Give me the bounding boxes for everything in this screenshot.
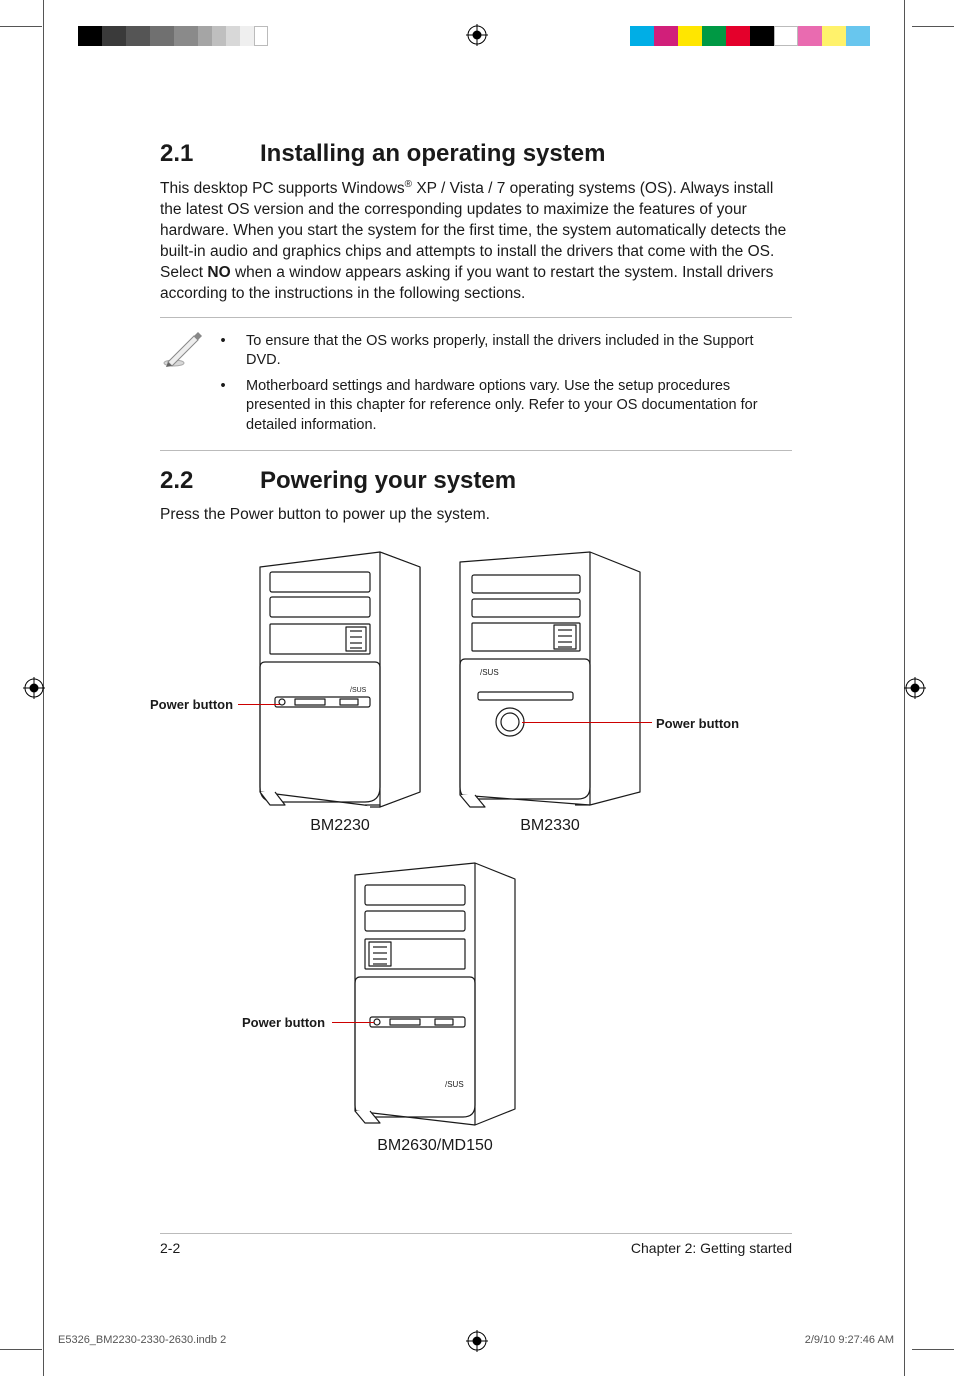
tower-bm2330: /SUS xyxy=(450,547,650,812)
svg-text:/SUS: /SUS xyxy=(480,668,499,677)
page-number: 2-2 xyxy=(160,1240,180,1256)
crop-mark xyxy=(43,1350,44,1376)
power-button-label: Power button xyxy=(242,1015,325,1030)
slug-file: E5326_BM2230-2330-2630.indb 2 xyxy=(58,1334,226,1346)
crop-mark xyxy=(0,1349,42,1350)
svg-text:/SUS: /SUS xyxy=(445,1080,464,1089)
leader-line xyxy=(332,1022,374,1023)
section-2-1-body: This desktop PC supports Windows® XP / V… xyxy=(160,178,792,305)
chapter-title: Chapter 2: Getting started xyxy=(631,1240,792,1256)
pen-note-icon xyxy=(160,326,204,442)
section-2-2-body: Press the Power button to power up the s… xyxy=(160,505,792,526)
crop-mark xyxy=(904,0,905,26)
color-bar-left xyxy=(78,26,268,46)
crop-mark xyxy=(912,26,954,27)
note-box: •To ensure that the OS works properly, i… xyxy=(160,317,792,451)
tower-bm2630: /SUS xyxy=(345,857,525,1132)
registration-mark-icon xyxy=(904,677,926,699)
registration-mark-icon xyxy=(23,677,45,699)
registration-mark-icon xyxy=(466,24,488,46)
crop-mark xyxy=(43,0,44,26)
model-label: BM2630/MD150 xyxy=(355,1137,515,1155)
crop-mark xyxy=(0,26,42,27)
svg-text:/SUS: /SUS xyxy=(350,687,367,694)
section-2-2-heading: 2.2Powering your system xyxy=(160,467,792,495)
section-number: 2.1 xyxy=(160,140,260,168)
power-button-label: Power button xyxy=(150,697,233,712)
model-label: BM2330 xyxy=(490,817,610,835)
leader-line xyxy=(522,722,652,723)
diagram-area: /SUS Power button BM2230 xyxy=(160,537,792,1167)
section-number: 2.2 xyxy=(160,467,260,495)
leader-line xyxy=(238,704,280,705)
section-title: Installing an operating system xyxy=(260,140,605,167)
slug-timestamp: 2/9/10 9:27:46 AM xyxy=(805,1334,894,1346)
model-label: BM2230 xyxy=(280,817,400,835)
color-bar-right xyxy=(630,26,870,46)
crop-mark xyxy=(904,1350,905,1376)
section-title: Powering your system xyxy=(260,467,516,494)
tower-bm2230: /SUS xyxy=(250,547,430,812)
page-footer: 2-2 Chapter 2: Getting started xyxy=(160,1233,792,1256)
power-button-label: Power button xyxy=(656,716,739,731)
print-slug: E5326_BM2230-2330-2630.indb 2 2/9/10 9:2… xyxy=(58,1334,894,1346)
section-2-1-heading: 2.1Installing an operating system xyxy=(160,140,792,168)
note-item: •Motherboard settings and hardware optio… xyxy=(218,377,792,436)
page-content: 2.1Installing an operating system This d… xyxy=(160,140,792,1167)
note-item: •To ensure that the OS works properly, i… xyxy=(218,332,792,371)
crop-mark xyxy=(912,1349,954,1350)
note-list: •To ensure that the OS works properly, i… xyxy=(218,326,792,442)
